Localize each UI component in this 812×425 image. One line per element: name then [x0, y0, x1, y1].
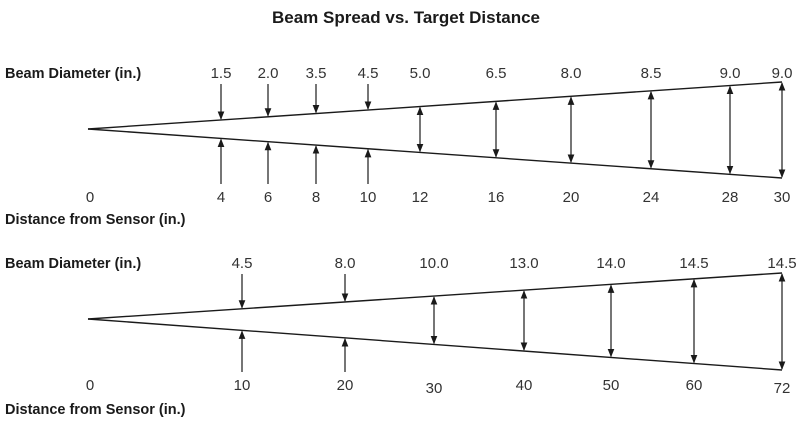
distance-value: 4 — [217, 189, 225, 206]
diameter-value: 1.5 — [211, 65, 232, 82]
beam-upper-edge — [87, 272, 783, 320]
distance-label: Distance from Sensor (in.) — [5, 212, 186, 228]
diameter-value: 13.0 — [509, 255, 538, 272]
diameter-value: 5.0 — [410, 65, 431, 82]
distance-value: 8 — [312, 189, 320, 206]
distance-value: 6 — [264, 189, 272, 206]
distance-value: 10 — [234, 377, 251, 394]
distance-value: 50 — [603, 377, 620, 394]
diameter-value: 9.0 — [772, 65, 793, 82]
distance-value: 30 — [426, 380, 443, 397]
distance-value: 12 — [412, 189, 429, 206]
origin-label: 0 — [86, 189, 94, 206]
distance-value: 16 — [488, 189, 505, 206]
chart-top: Beam Diameter (in.) Distance from Sensor … — [5, 65, 792, 228]
beam-diameter-label: Beam Diameter (in.) — [5, 256, 141, 272]
distance-label: Distance from Sensor (in.) — [5, 402, 186, 418]
distance-value: 40 — [516, 377, 533, 394]
diameter-value: 14.0 — [596, 255, 625, 272]
diameter-value: 8.5 — [641, 65, 662, 82]
beam-diameter-label: Beam Diameter (in.) — [5, 66, 141, 82]
diameter-value: 14.5 — [679, 255, 708, 272]
diameter-value: 10.0 — [419, 255, 448, 272]
diameter-value: 9.0 — [720, 65, 741, 82]
distance-value: 30 — [774, 189, 791, 206]
distance-value: 20 — [337, 377, 354, 394]
diameter-value: 14.5 — [767, 255, 796, 272]
beam-lower-edge — [87, 128, 783, 179]
beam-lower-edge — [87, 318, 783, 371]
chart-bottom: Beam Diameter (in.) Distance from Sensor … — [5, 255, 797, 418]
distance-value: 60 — [686, 377, 703, 394]
diagram-title: Beam Spread vs. Target Distance — [272, 8, 540, 27]
origin-label: 0 — [86, 377, 94, 394]
distance-value: 28 — [722, 189, 739, 206]
distance-value: 72 — [774, 380, 791, 397]
distance-value: 20 — [563, 189, 580, 206]
beam-upper-edge — [87, 81, 783, 130]
distance-value: 24 — [643, 189, 660, 206]
diameter-value: 2.0 — [258, 65, 279, 82]
diameter-value: 4.5 — [232, 255, 253, 272]
diameter-value: 4.5 — [358, 65, 379, 82]
diameter-value: 8.0 — [335, 255, 356, 272]
diameter-value: 3.5 — [306, 65, 327, 82]
distance-value: 10 — [360, 189, 377, 206]
diameter-value: 6.5 — [486, 65, 507, 82]
diameter-value: 8.0 — [561, 65, 582, 82]
